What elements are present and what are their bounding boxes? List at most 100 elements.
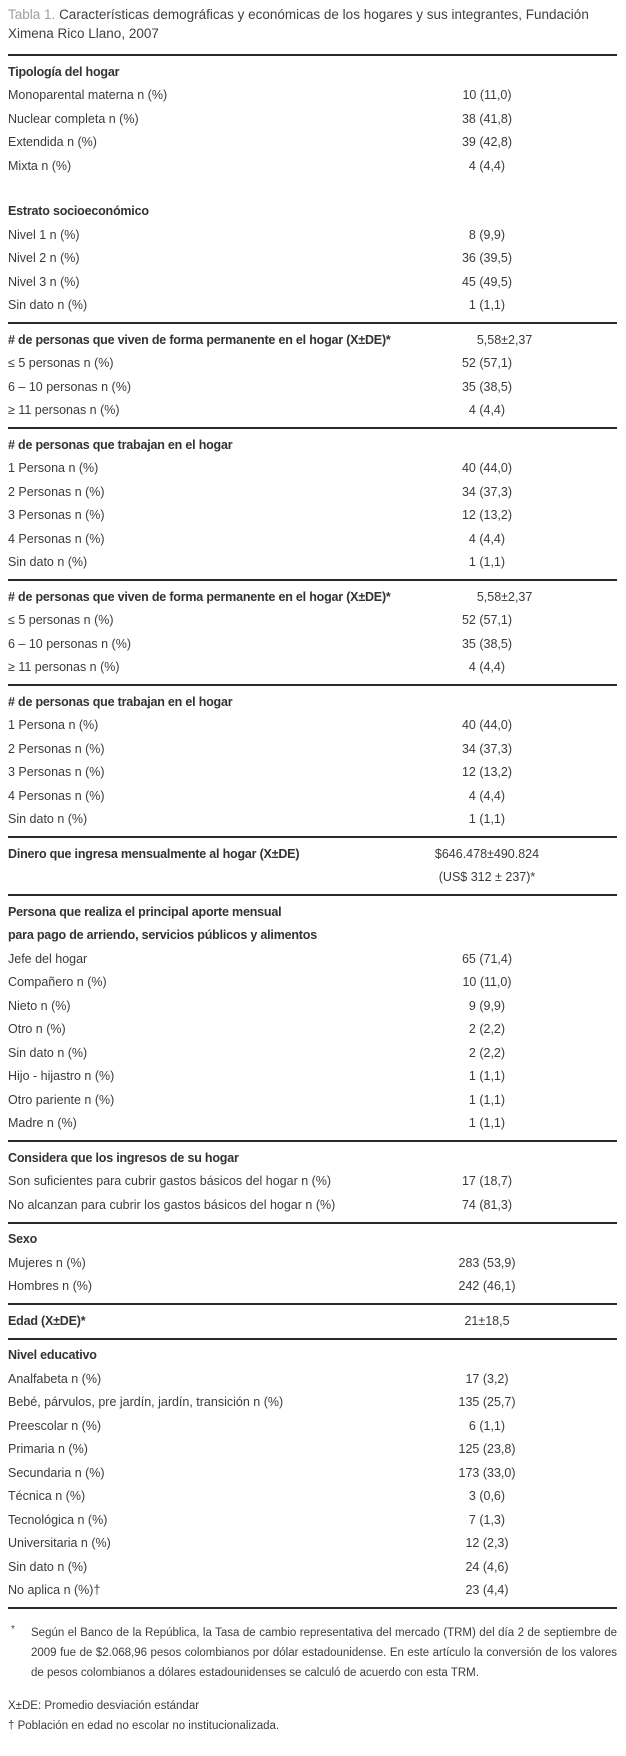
- row-label: 4 Personas n (%): [8, 788, 105, 803]
- table-row: # de personas que trabajan en el hogar: [8, 690, 617, 714]
- row-label: Primaria n (%): [8, 1442, 88, 1457]
- row-value: 1 (1,1): [468, 555, 506, 570]
- table-row: Sin dato n (%) 1 (1,1): [8, 808, 617, 832]
- table-row: Nuclear completa n (%) 38 (41,8): [8, 107, 617, 131]
- table-row: # de personas que trabajan en el hogar: [8, 433, 617, 457]
- row-label: Mixta n (%): [8, 158, 72, 173]
- row-value: 74 (81,3): [461, 1197, 513, 1212]
- table-row: 6 – 10 personas n (%) 35 (38,5): [8, 632, 617, 656]
- row-value: 242 (46,1): [458, 1279, 516, 1294]
- row-value: (US$ 312 ± 237)*: [438, 870, 536, 885]
- table-row: Sin dato n (%) 2 (2,2): [8, 1041, 617, 1065]
- row-label: Sin dato n (%): [8, 298, 88, 313]
- row-value: 125 (23,8): [458, 1442, 516, 1457]
- section-header-value: 5,58±2,37: [476, 589, 533, 604]
- row-value: 4 (4,4): [468, 403, 506, 418]
- table-row: Persona que realiza el principal aporte …: [8, 900, 617, 924]
- row-value: 35 (38,5): [461, 636, 513, 651]
- table-row: Hijo - hijastro n (%) 1 (1,1): [8, 1065, 617, 1089]
- row-value: 34 (37,3): [461, 484, 513, 499]
- row-label: 3 Personas n (%): [8, 508, 105, 523]
- table-row: Primaria n (%) 125 (23,8): [8, 1438, 617, 1462]
- table-row: Analfabeta n (%) 17 (3,2): [8, 1367, 617, 1391]
- row-value: 24 (4,6): [465, 1559, 509, 1574]
- asterisk-footnote-text: Según el Banco de la República, la Tasa …: [31, 1627, 617, 1679]
- row-label: ≤ 5 personas n (%): [8, 613, 114, 628]
- row-value: 7 (1,3): [468, 1512, 506, 1527]
- table-row: Otro pariente n (%) 1 (1,1): [8, 1088, 617, 1112]
- section-header: Estrato socioeconómico: [8, 204, 149, 219]
- row-value: 1 (1,1): [468, 1069, 506, 1084]
- row-label: Mujeres n (%): [8, 1255, 86, 1270]
- row-label: Técnica n (%): [8, 1489, 86, 1504]
- row-value: 1 (1,1): [468, 812, 506, 827]
- row-value: 1 (1,1): [468, 298, 506, 313]
- table-row: Son suficientes para cubrir gastos básic…: [8, 1170, 617, 1194]
- row-label: Compañero n (%): [8, 975, 107, 990]
- section-header-value: 5,58±2,37: [476, 332, 533, 347]
- table-row: 1 Persona n (%) 40 (44,0): [8, 457, 617, 481]
- section-divider: [8, 1140, 617, 1142]
- asterisk-footnote: * Según el Banco de la República, la Tas…: [8, 1623, 617, 1683]
- table-row: No aplica n (%)† 23 (4,4): [8, 1579, 617, 1603]
- row-label: 6 – 10 personas n (%): [8, 636, 131, 651]
- table-row: ≤ 5 personas n (%) 52 (57,1): [8, 609, 617, 633]
- table-row: Considera que los ingresos de su hogar: [8, 1146, 617, 1170]
- row-label: Otro n (%): [8, 1022, 66, 1037]
- table-row: Madre n (%) 1 (1,1): [8, 1112, 617, 1136]
- footnote-notes: X±DE: Promedio desviación estándar † Pob…: [8, 1696, 617, 1736]
- table-row: Dinero que ingresa mensualmente al hogar…: [8, 842, 617, 866]
- row-value: 38 (41,8): [461, 111, 513, 126]
- table-row: # de personas que viven de forma permane…: [8, 328, 617, 352]
- table-row: Tecnológica n (%) 7 (1,3): [8, 1508, 617, 1532]
- row-value: 283 (53,9): [458, 1255, 516, 1270]
- section-header: Tipología del hogar: [8, 64, 120, 79]
- row-value: 17 (18,7): [461, 1174, 513, 1189]
- section-divider: [8, 894, 617, 896]
- row-label: 4 Personas n (%): [8, 531, 105, 546]
- row-label: Sin dato n (%): [8, 1559, 88, 1574]
- table-row: ≥ 11 personas n (%) 4 (4,4): [8, 399, 617, 423]
- row-value: 10 (11,0): [462, 975, 512, 990]
- row-label: Analfabeta n (%): [8, 1371, 102, 1386]
- row-label: ≤ 5 personas n (%): [8, 356, 114, 371]
- row-value: 4 (4,4): [468, 788, 506, 803]
- table-row: Técnica n (%) 3 (0,6): [8, 1485, 617, 1509]
- table-row: No alcanzan para cubrir los gastos básic…: [8, 1193, 617, 1217]
- section-divider: [8, 1221, 617, 1224]
- row-label: Nivel 2 n (%): [8, 251, 80, 266]
- row-value: 36 (39,5): [461, 251, 513, 266]
- row-value: 40 (44,0): [461, 718, 513, 733]
- section-header: Considera que los ingresos de su hogar: [8, 1150, 239, 1165]
- section-divider: [8, 1337, 617, 1340]
- table-row: Estrato socioeconómico: [8, 200, 617, 224]
- section-divider: [8, 579, 617, 581]
- table-row: Mixta n (%) 4 (4,4): [8, 154, 617, 178]
- section-divider: [8, 836, 617, 838]
- table-body: Tipología del hogar Monoparental materna …: [8, 54, 617, 1602]
- table-caption: Características demográficas y económica…: [8, 7, 589, 41]
- table-row: 1 Persona n (%) 40 (44,0): [8, 714, 617, 738]
- table-row: Preescolar n (%) 6 (1,1): [8, 1414, 617, 1438]
- table-row: 4 Personas n (%) 4 (4,4): [8, 527, 617, 551]
- table-row: Mujeres n (%) 283 (53,9): [8, 1251, 617, 1275]
- row-label: Sin dato n (%): [8, 555, 88, 570]
- section-divider: [8, 1303, 617, 1305]
- table-row: Universitaria n (%) 12 (2,3): [8, 1532, 617, 1556]
- row-label: Nieto n (%): [8, 998, 71, 1013]
- section-header-value: 21±18,5: [464, 1313, 510, 1328]
- footnotes: * Según el Banco de la República, la Tas…: [8, 1623, 617, 1736]
- table-row: Secundaria n (%) 173 (33,0): [8, 1461, 617, 1485]
- row-value: 1 (1,1): [468, 1116, 506, 1131]
- row-label: 3 Personas n (%): [8, 765, 105, 780]
- section-header: # de personas que viven de forma permane…: [8, 589, 391, 604]
- row-label: Preescolar n (%): [8, 1418, 102, 1433]
- row-label: ≥ 11 personas n (%): [8, 403, 120, 418]
- section-divider: [8, 427, 617, 429]
- row-value: 23 (4,4): [465, 1583, 509, 1598]
- section-header: Sexo: [8, 1232, 38, 1247]
- row-value: 12 (2,3): [465, 1536, 509, 1551]
- table-row: Nivel 1 n (%) 8 (9,9): [8, 223, 617, 247]
- row-value: 40 (44,0): [461, 461, 513, 476]
- row-value: 135 (25,7): [458, 1395, 516, 1410]
